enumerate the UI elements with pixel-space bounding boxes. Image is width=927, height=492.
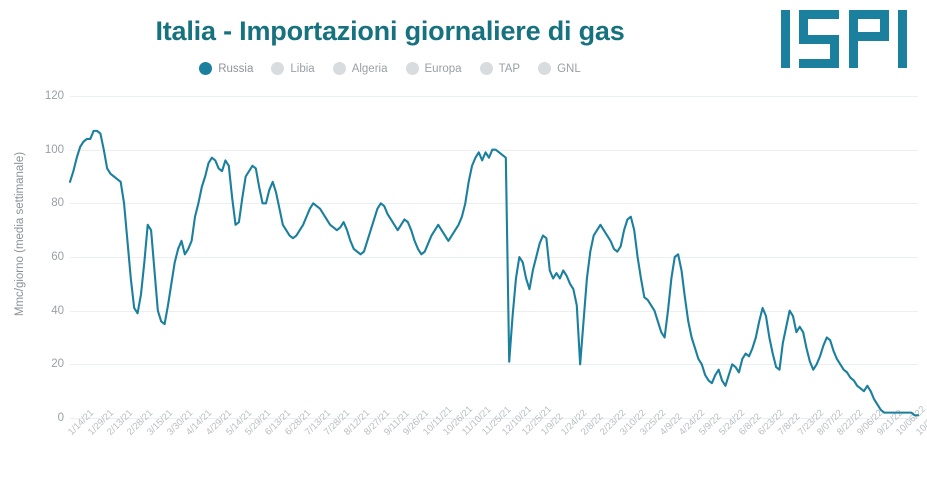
legend-label: TAP (498, 62, 521, 75)
gridline (70, 96, 918, 97)
legend-dot-icon (405, 62, 419, 75)
legend-dot-icon (271, 62, 285, 75)
legend-label: GNL (557, 62, 581, 75)
page-title: Italia - Importazioni giornaliere di gas (155, 16, 625, 46)
y-axis-tick-label: 120 (44, 90, 64, 102)
gridline (70, 257, 918, 258)
legend-item-algeria[interactable]: Algeria (332, 62, 388, 75)
line-series-russia (68, 129, 920, 417)
gridline (70, 203, 918, 205)
ispi-logo (779, 8, 911, 70)
y-axis-tick-label: 100 (44, 143, 64, 156)
legend-dot-icon (199, 62, 213, 75)
legend-dot-icon (538, 62, 552, 75)
chart-legend: Russia Libia Algeria Europa TAP GNL (0, 62, 780, 75)
legend-label: Russia (218, 62, 254, 75)
legend-label: Europa (424, 62, 462, 75)
legend-item-russia[interactable]: Russia (199, 62, 253, 75)
y-axis-tick-label: 20 (51, 358, 64, 371)
y-axis-tick-label: 80 (51, 197, 64, 210)
legend-item-tap[interactable]: TAP (479, 62, 521, 75)
y-axis-tick-label: 0 (57, 412, 64, 424)
legend-item-libia[interactable]: Libia (271, 62, 315, 75)
legend-label: Algeria (351, 62, 388, 75)
gridline (70, 364, 918, 366)
chart-header: Italia - Importazioni giornaliere di gas… (0, 0, 927, 92)
gridline (70, 418, 918, 419)
y-axis-tick-label: 60 (51, 251, 64, 263)
legend-item-europa[interactable]: Europa (405, 62, 462, 75)
gridline (70, 310, 918, 312)
legend-label: Libia (290, 62, 315, 75)
legend-dot-icon (479, 62, 493, 75)
legend-dot-icon (332, 62, 346, 75)
legend-item-gnl[interactable]: GNL (538, 62, 581, 75)
y-axis-tick-label: 40 (51, 304, 64, 317)
